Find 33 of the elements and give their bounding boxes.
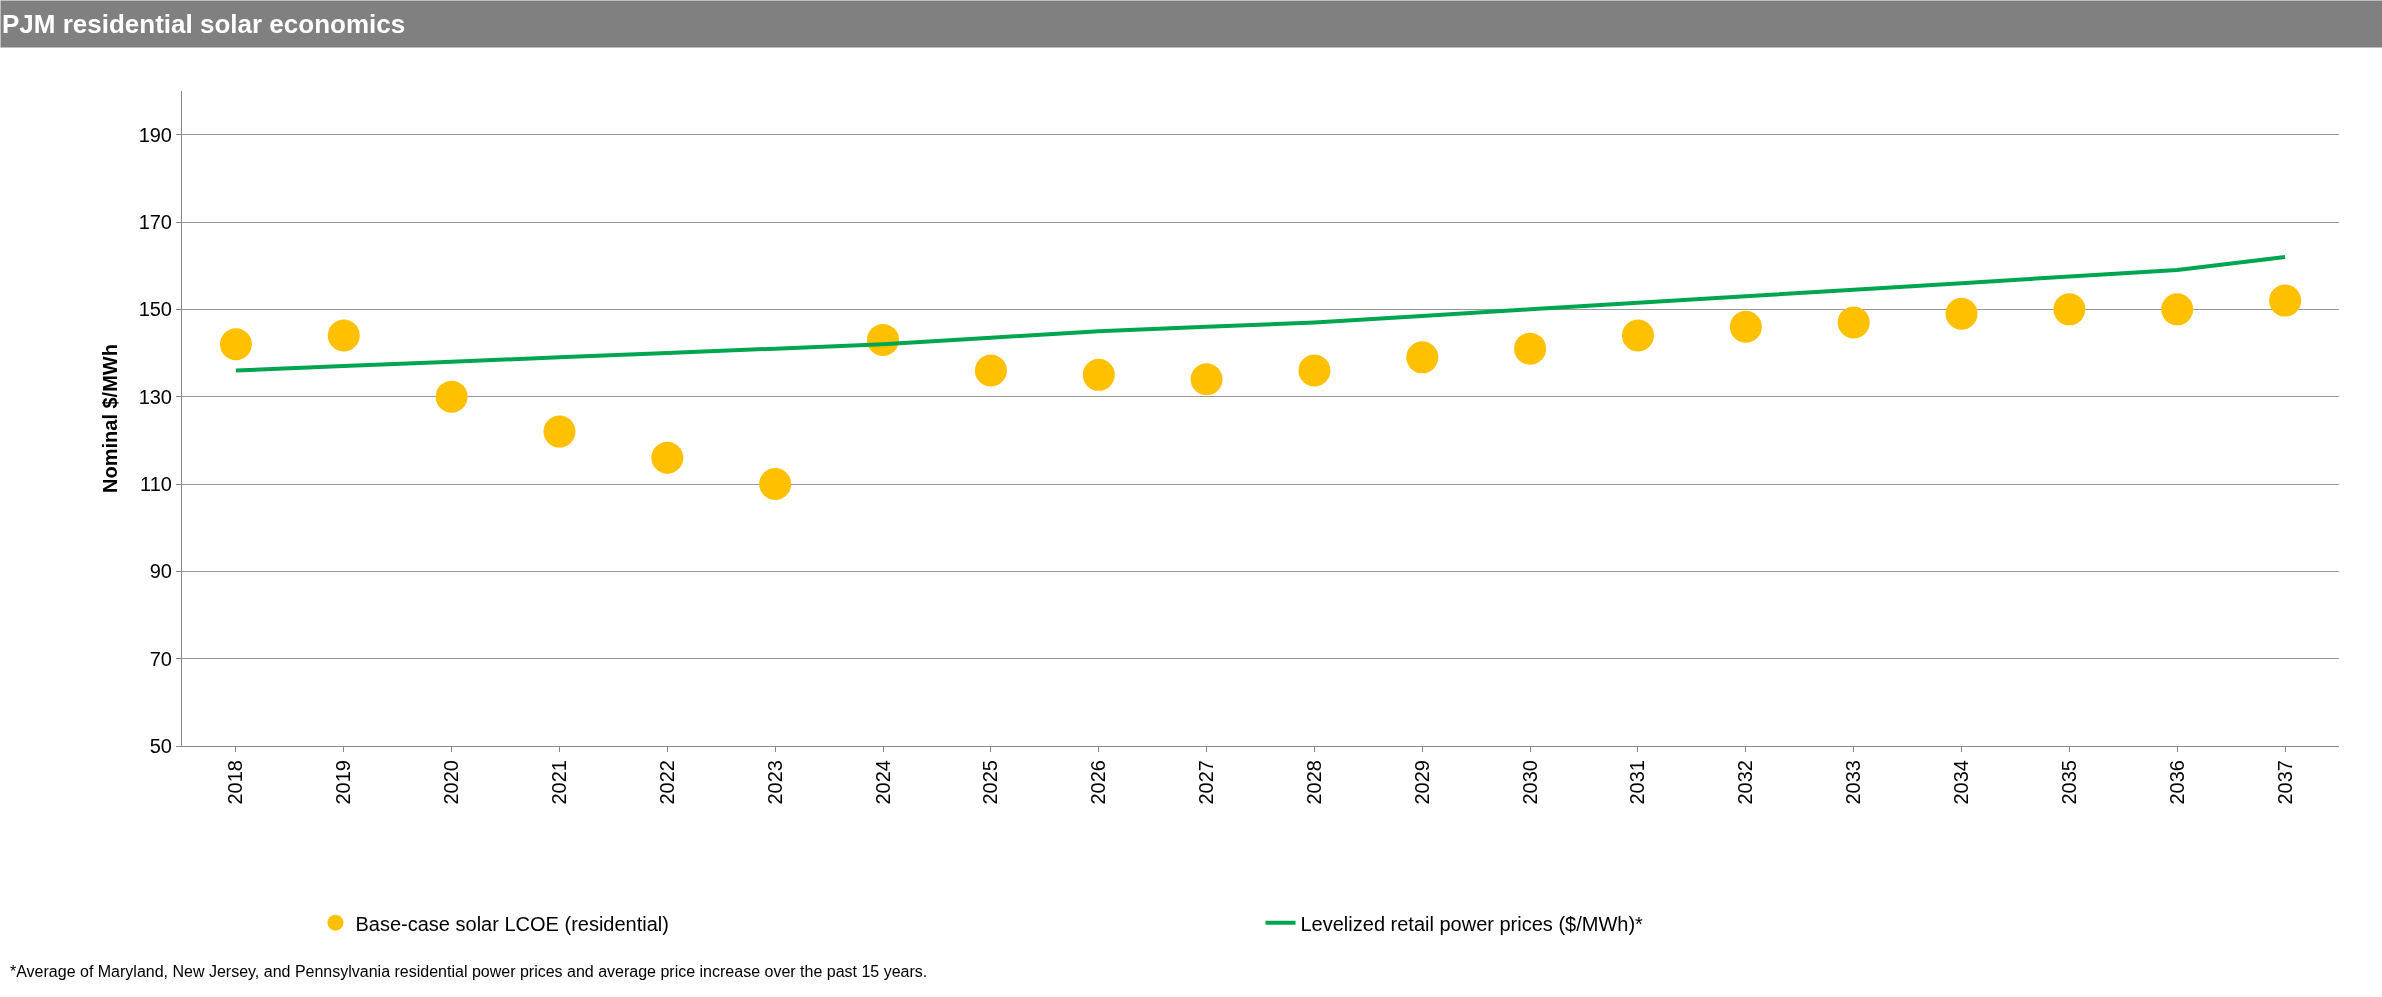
x-tick-label: 2033 [1842,760,1865,805]
y-tick-label: 110 [140,473,172,495]
x-tick-label: 2037 [2273,760,2296,805]
x-tick-label: 2026 [1087,760,1110,805]
legend-label: Base-case solar LCOE (residential) [355,912,669,935]
x-tick-label: 2020 [440,760,463,805]
y-tick-label: 90 [149,560,172,583]
y-tick-label: 150 [138,298,172,321]
x-tick-label: 2022 [655,760,678,805]
x-tick-label: 2035 [2057,760,2080,805]
legend-label: Levelized retail power prices ($/MWh)* [1300,912,1644,935]
x-tick-label: 2032 [1734,760,1757,805]
x-tick-label: 2023 [763,760,786,805]
x-tick-label: 2021 [547,760,570,805]
y-tick-label: 170 [138,211,172,233]
y-tick-label: 130 [138,385,172,408]
y-tick-label: 70 [149,647,172,670]
x-tick-label: 2029 [1410,760,1433,805]
y-axis-title: Nominal $/MWh [99,344,122,493]
chart-title: PJM residential solar economics [2,9,406,39]
x-tick-label: 2027 [1195,760,1218,805]
x-tick-label: 2024 [871,760,894,805]
x-tick-label: 2018 [224,760,247,805]
x-tick-label: 2034 [1950,760,1973,805]
x-tick-label: 2031 [1626,760,1649,805]
x-tick-label: 2019 [332,760,355,805]
x-tick-label: 2025 [979,760,1002,805]
y-tick-label: 190 [138,123,172,146]
text: *Average of Maryland, New Jersey, and Pennsylvania residential power prices and average price increase over the past 15 years. [10,963,928,980]
x-tick-label: 2028 [1302,760,1325,805]
x-tick-label: 2030 [1518,760,1541,805]
x-tick-label: 2036 [2165,760,2188,805]
y-tick-label: 50 [149,735,172,757]
